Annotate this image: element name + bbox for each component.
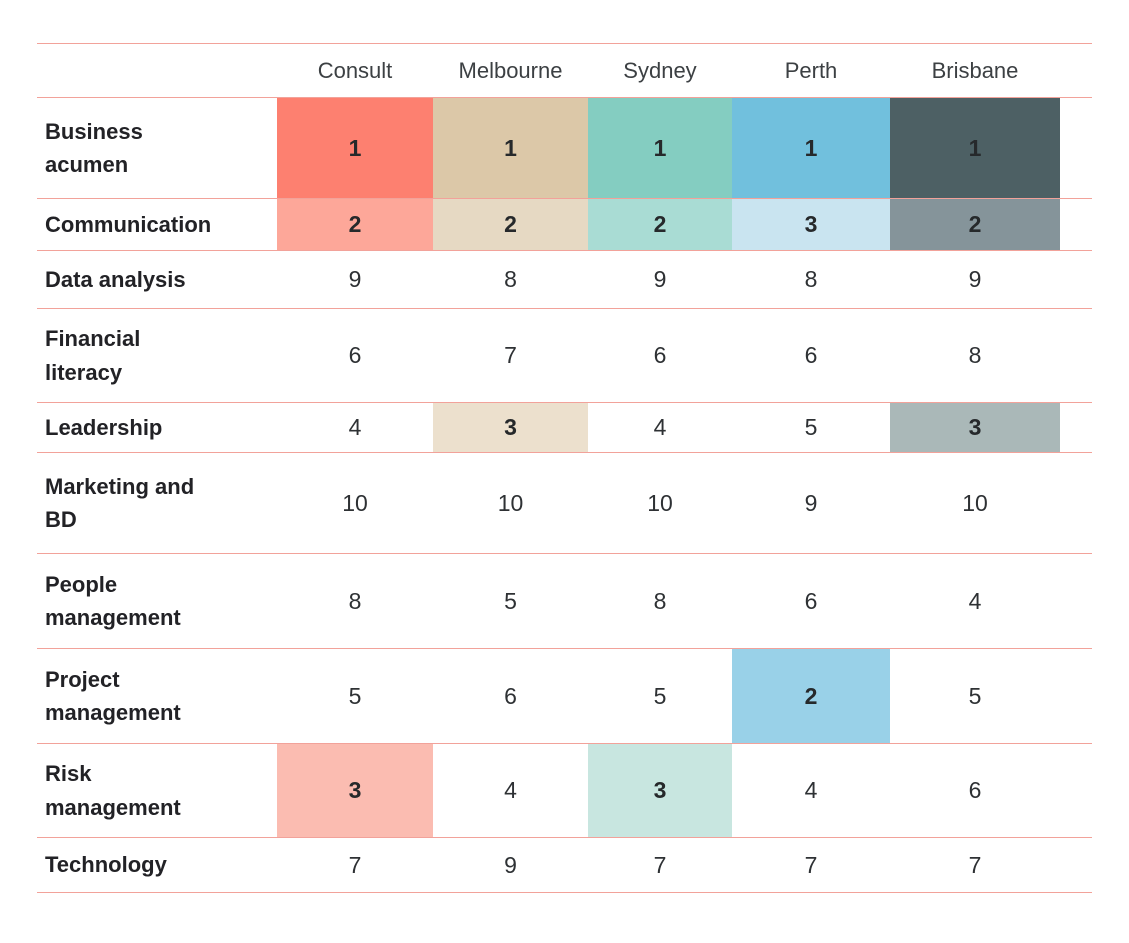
- table-cell: 2: [277, 199, 433, 250]
- table-cell: 8: [968, 342, 982, 368]
- column-header-brisbane: Brisbane: [931, 57, 1019, 83]
- header-empty-cell: [37, 44, 277, 97]
- table-cell: 1: [732, 98, 890, 198]
- table-cell: 2: [433, 199, 588, 250]
- table-cell: 1: [588, 98, 732, 198]
- table-cell: 6: [968, 777, 982, 803]
- table-cell: 4: [968, 587, 982, 614]
- row-label: Communication: [45, 211, 212, 237]
- table-cell: 5: [348, 682, 362, 709]
- table-row-financial-literacy: Financial literacy 6 7 6 6 8: [37, 308, 1092, 402]
- table-cell: 6: [804, 587, 818, 614]
- table-cell: 7: [968, 851, 982, 878]
- row-label: Marketing and BD: [45, 473, 195, 532]
- table-bottom-divider: [37, 892, 1092, 893]
- table-cell: 9: [968, 266, 982, 292]
- row-label: Financial literacy: [45, 326, 141, 385]
- table-cell: 3: [588, 744, 732, 837]
- table-cell: 5: [804, 414, 818, 440]
- table-cell: 3: [732, 199, 890, 250]
- column-header-melbourne: Melbourne: [458, 57, 563, 83]
- row-label: Business acumen: [45, 118, 143, 177]
- table-cell: 2: [588, 199, 732, 250]
- table-cell: 4: [804, 777, 818, 803]
- table-row-communication: Communication 2 2 2 3 2: [37, 198, 1092, 250]
- table-cell: 8: [653, 587, 667, 614]
- table-cell: 8: [804, 266, 818, 292]
- row-label: Data analysis: [45, 266, 186, 292]
- row-label: Project management: [45, 666, 181, 725]
- column-header-sydney: Sydney: [623, 57, 697, 83]
- table-cell: 3: [277, 744, 433, 837]
- table-cell: 4: [653, 414, 667, 440]
- table-row-business-acumen: Business acumen 1 1 1 1 1: [37, 97, 1092, 198]
- table-cell: 7: [804, 851, 818, 878]
- table-cell: 5: [653, 682, 667, 709]
- table-cell: 9: [348, 266, 362, 292]
- column-header-perth: Perth: [784, 57, 838, 83]
- table-cell: 2: [890, 199, 1060, 250]
- table-row-risk-management: Risk management 3 4 3 4 6: [37, 743, 1092, 837]
- table-cell: 10: [647, 489, 673, 516]
- column-header-consult: Consult: [317, 57, 393, 83]
- table-cell: 10: [342, 489, 368, 516]
- row-label: Risk management: [45, 761, 181, 820]
- table-cell: 3: [433, 403, 588, 452]
- row-label: Leadership: [45, 414, 163, 440]
- table-cell: 1: [890, 98, 1060, 198]
- table-row-people-management: People management 8 5 8 6 4: [37, 553, 1092, 648]
- table-row-technology: Technology 7 9 7 7 7: [37, 837, 1092, 892]
- table-cell: 6: [804, 342, 818, 368]
- table-cell: 1: [433, 98, 588, 198]
- table-cell: 10: [962, 489, 988, 516]
- table-cell: 2: [732, 649, 890, 743]
- table-cell: 9: [504, 851, 517, 878]
- table-row-project-management: Project management 5 6 5 2 5: [37, 648, 1092, 743]
- table-cell: 7: [653, 851, 667, 878]
- table-cell: 6: [504, 682, 517, 709]
- table-cell: 9: [653, 266, 667, 292]
- table-cell: 8: [504, 266, 517, 292]
- table-cell: 6: [348, 342, 362, 368]
- table-cell: 9: [804, 489, 818, 516]
- table-cell: 8: [348, 587, 362, 614]
- table-cell: 5: [968, 682, 982, 709]
- table-cell: 4: [504, 777, 517, 803]
- row-label: Technology: [45, 852, 167, 878]
- table-cell: 7: [348, 851, 362, 878]
- table-row-marketing-and-bd: Marketing and BD 10 10 10 9 10: [37, 452, 1092, 553]
- table-row-data-analysis: Data analysis 9 8 9 8 9: [37, 250, 1092, 308]
- table-cell: 4: [348, 414, 362, 440]
- skills-ranking-table: Consult Melbourne Sydney Perth Brisbane …: [37, 43, 1092, 893]
- table-cell: 3: [890, 403, 1060, 452]
- table-cell: 7: [504, 342, 517, 368]
- header-row: Consult Melbourne Sydney Perth Brisbane: [37, 43, 1092, 97]
- table-cell: 1: [277, 98, 433, 198]
- table-cell: 5: [504, 587, 517, 614]
- table-cell: 6: [653, 342, 667, 368]
- row-label: People management: [45, 571, 181, 630]
- table-cell: 10: [497, 489, 524, 516]
- table-row-leadership: Leadership 4 3 4 5 3: [37, 402, 1092, 452]
